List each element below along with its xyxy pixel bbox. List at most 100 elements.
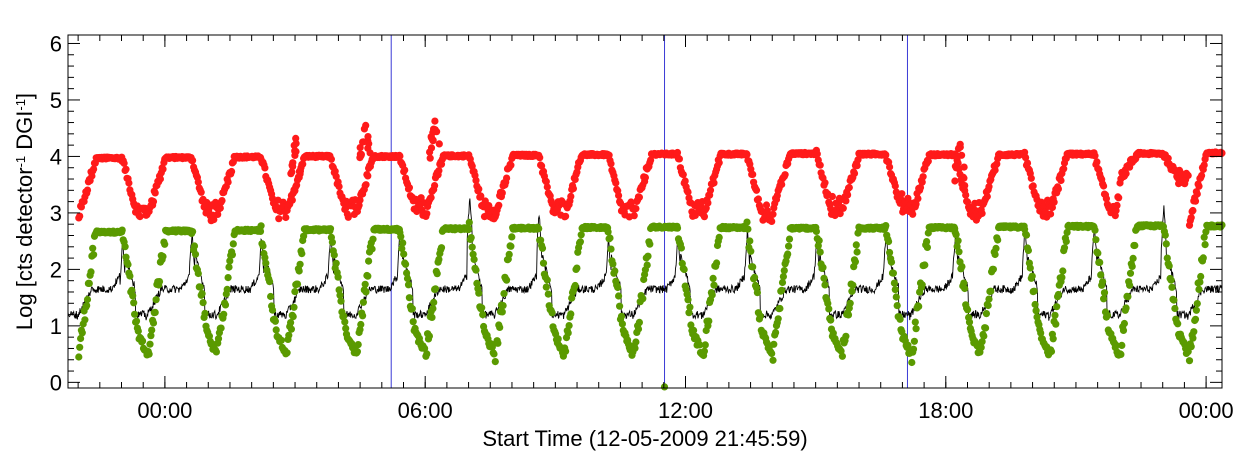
data-point: [1200, 233, 1208, 241]
data-point: [128, 286, 136, 294]
data-point: [606, 234, 614, 242]
data-point: [677, 244, 686, 252]
data-point: [896, 315, 904, 323]
data-point: [91, 230, 99, 238]
data-point: [961, 284, 969, 293]
data-point: [223, 285, 231, 293]
data-point: [708, 291, 716, 299]
data-point: [576, 238, 585, 246]
data-point: [770, 340, 778, 348]
data-point: [423, 210, 431, 218]
data-point: [296, 170, 304, 178]
data-point: [647, 224, 655, 233]
data-point: [396, 152, 404, 160]
data-point: [1174, 320, 1182, 328]
data-point: [821, 281, 829, 289]
data-point: [498, 189, 506, 197]
data-point: [417, 194, 425, 202]
data-point: [568, 294, 576, 302]
data-point: [569, 185, 578, 193]
data-point: [1163, 254, 1171, 262]
data-point: [359, 312, 367, 320]
data-point: [229, 158, 237, 166]
data-point: [911, 318, 919, 326]
data-point: [362, 288, 370, 296]
data-point: [508, 233, 516, 241]
data-point: [844, 311, 853, 319]
data-point: [701, 341, 709, 349]
data-point: [368, 245, 376, 253]
data-point: [1024, 246, 1032, 255]
data-point: [887, 258, 896, 266]
data-point: [845, 183, 853, 192]
data-point: [984, 301, 992, 310]
data-point: [813, 150, 821, 158]
data-point: [673, 224, 682, 232]
data-point: [1091, 226, 1099, 234]
data-point: [1100, 295, 1108, 303]
data-point: [778, 180, 786, 189]
data-point: [715, 159, 723, 167]
data-point: [965, 318, 974, 326]
data-point: [272, 326, 280, 334]
data-point: [842, 197, 850, 205]
data-point: [230, 152, 238, 161]
data-point: [815, 237, 823, 245]
data-point: [611, 267, 619, 275]
data-point: [425, 332, 433, 340]
data-point: [147, 332, 155, 340]
data-point: [1192, 306, 1200, 314]
data-point: [83, 301, 91, 310]
data-point: [152, 296, 160, 304]
data-point: [705, 317, 713, 325]
data-point: [364, 172, 372, 180]
data-point: [221, 301, 230, 309]
data-point: [751, 273, 759, 281]
data-point: [924, 229, 932, 237]
data-point: [335, 286, 343, 294]
data-point: [1122, 170, 1130, 178]
data-point: [477, 192, 485, 200]
data-point: [646, 240, 654, 248]
data-point: [408, 305, 416, 313]
data-point: [508, 154, 516, 163]
data-point: [535, 225, 543, 233]
data-point: [191, 250, 200, 258]
data-point: [298, 250, 306, 258]
data-point: [898, 190, 906, 198]
data-point: [567, 310, 575, 318]
data-point: [495, 201, 503, 209]
data-point: [609, 260, 617, 268]
data-point: [344, 213, 352, 221]
data-point: [362, 181, 370, 189]
data-point: [1119, 326, 1128, 334]
data-point: [1199, 254, 1207, 262]
data-point: [468, 243, 476, 251]
y-label-part-3: ]: [12, 93, 37, 99]
data-point: [882, 151, 890, 159]
data-point: [855, 223, 863, 231]
data-point: [189, 156, 197, 164]
data-point: [756, 312, 764, 320]
data-point: [214, 335, 223, 343]
data-point: [161, 240, 169, 248]
data-point: [632, 338, 640, 346]
data-point: [1103, 311, 1111, 319]
data-point: [923, 243, 932, 251]
data-point: [327, 155, 335, 163]
data-point: [288, 196, 296, 204]
data-point: [604, 228, 612, 236]
data-point: [614, 283, 622, 292]
data-point: [282, 213, 290, 222]
data-point: [496, 323, 504, 331]
data-point: [400, 250, 408, 258]
data-point: [769, 210, 777, 218]
data-point: [985, 295, 993, 303]
data-point: [1202, 228, 1210, 236]
data-point: [838, 352, 847, 360]
y-tick-label: 0: [50, 370, 62, 395]
data-point: [1171, 304, 1179, 313]
data-point: [268, 306, 277, 314]
data-point: [404, 281, 413, 289]
data-point: [964, 306, 972, 314]
